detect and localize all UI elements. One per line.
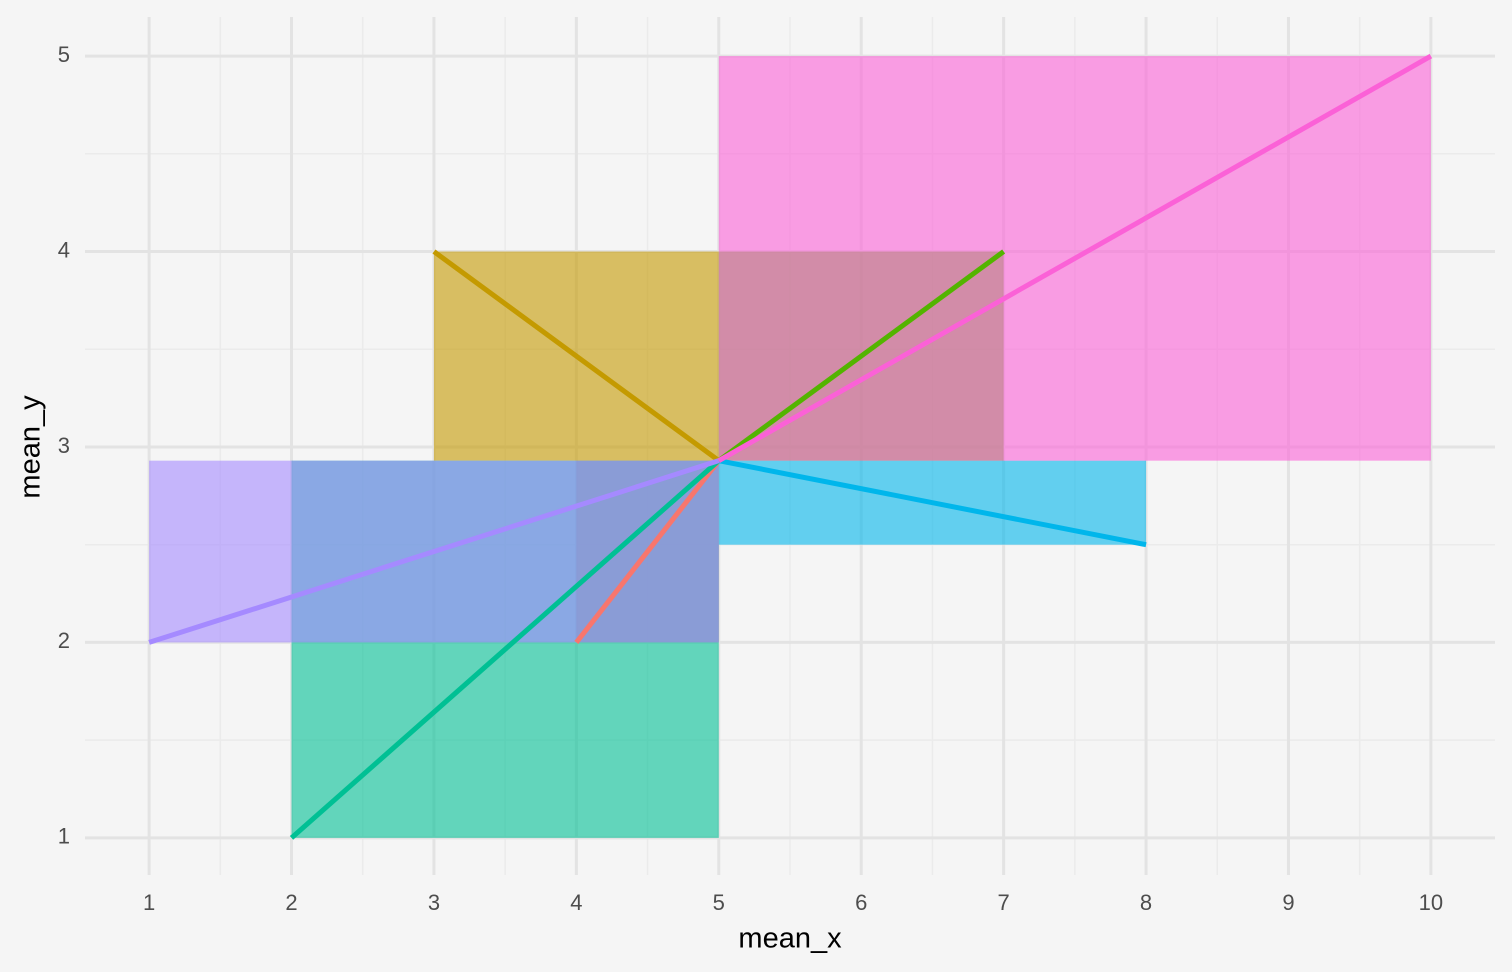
y-tick-label: 3 <box>58 433 70 458</box>
segment <box>289 458 721 840</box>
y-tick-label: 4 <box>58 237 70 262</box>
x-tick-label: 6 <box>855 890 867 915</box>
x-tick-label: 1 <box>143 890 155 915</box>
x-axis-title: mean_x <box>738 923 842 955</box>
x-tick-label: 3 <box>428 890 440 915</box>
y-tick-label: 5 <box>58 42 70 67</box>
segment <box>717 249 1006 463</box>
x-tick-label: 4 <box>570 890 582 915</box>
x-tick-label: 9 <box>1282 890 1294 915</box>
x-tick-label: 7 <box>998 890 1010 915</box>
segment <box>717 53 1433 463</box>
segment <box>432 249 721 463</box>
x-tick-label: 10 <box>1419 890 1443 915</box>
y-axis-title: mean_y <box>15 395 47 499</box>
segment <box>718 458 1147 548</box>
segment <box>574 459 721 644</box>
y-tick-label: 1 <box>58 824 70 849</box>
x-tick-label: 8 <box>1140 890 1152 915</box>
x-tick-label: 2 <box>285 890 297 915</box>
segment <box>148 458 720 645</box>
y-tick-label: 2 <box>58 628 70 653</box>
x-tick-label: 5 <box>713 890 725 915</box>
